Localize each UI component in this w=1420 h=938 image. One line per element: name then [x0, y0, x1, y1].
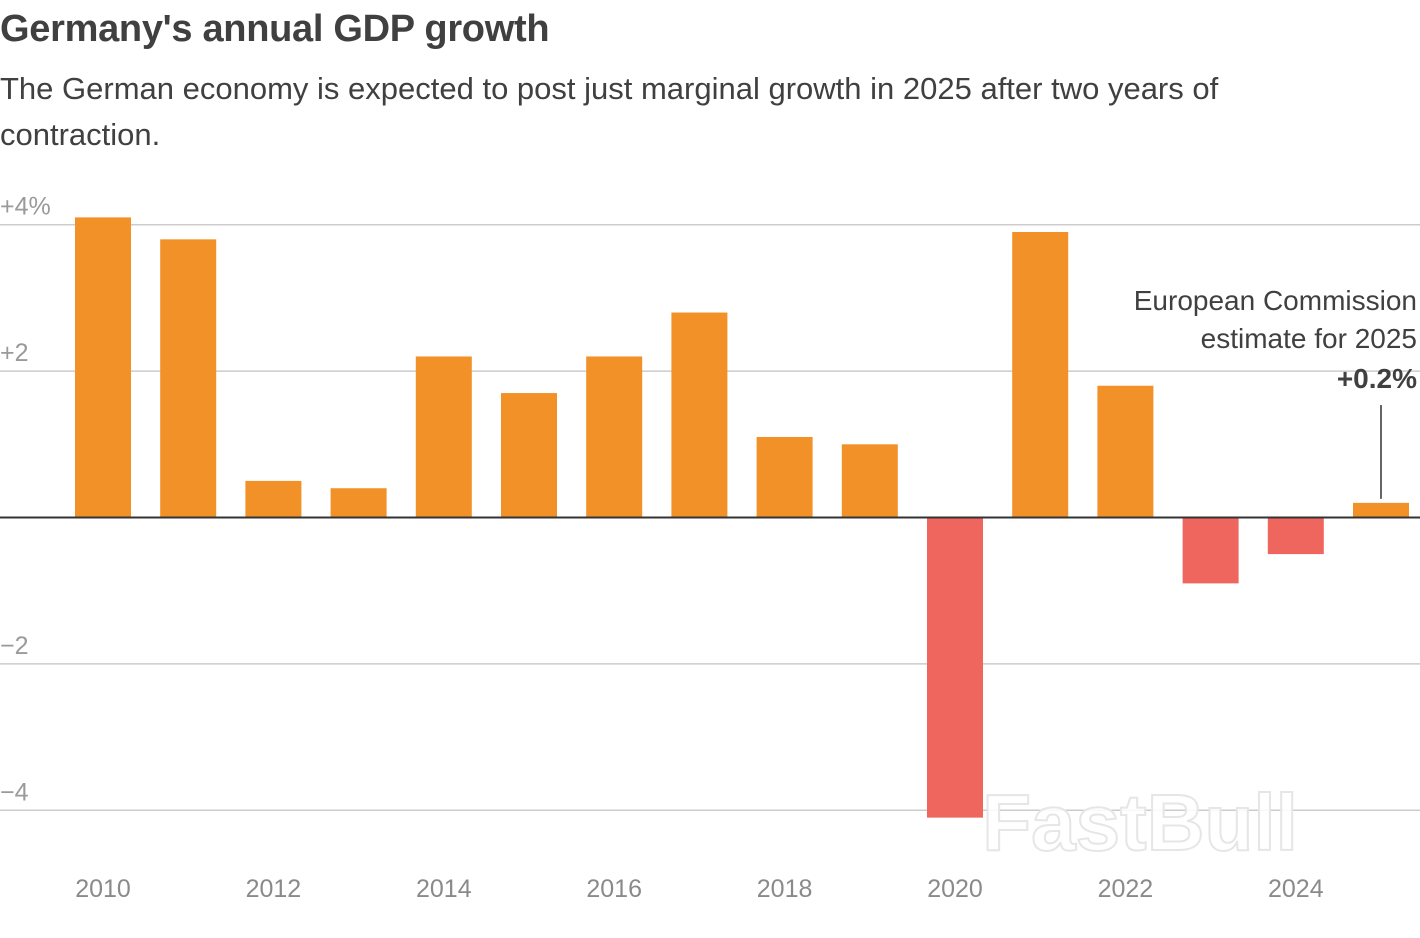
bar-2010 — [75, 217, 131, 518]
grid-lines — [0, 223, 1420, 812]
bar-2023 — [1182, 517, 1239, 584]
bar-2019 — [841, 444, 898, 518]
bar-2020 — [927, 517, 983, 818]
annotation-value-label: +0.2% — [1337, 363, 1417, 394]
y-axis-ticks: +4% +2 −2 −4 — [0, 193, 51, 807]
bar-2014 — [415, 356, 472, 518]
bar-2024 — [1267, 517, 1324, 555]
x-tick-label-2024: 2024 — [1268, 875, 1324, 903]
bar-2022 — [1097, 385, 1154, 518]
y-tick-label: +4% — [0, 193, 51, 221]
bar-2013 — [330, 488, 387, 518]
chart-title: Germany's annual GDP growth — [0, 8, 550, 50]
watermark-logo: FastBull — [982, 778, 1298, 867]
annotation-line-2: estimate for 2025 — [1201, 323, 1417, 354]
bar-2017 — [671, 312, 728, 518]
x-tick-label-2012: 2012 — [246, 875, 302, 903]
x-tick-label-2010: 2010 — [75, 875, 131, 903]
x-tick-label-2022: 2022 — [1098, 875, 1154, 903]
y-tick-label: −4 — [0, 778, 29, 806]
x-axis-ticks: 2010 2012 2014 2016 2018 2020 2022 2024 — [75, 875, 1324, 903]
bar-2016 — [586, 356, 643, 518]
x-tick-label-2014: 2014 — [416, 875, 472, 903]
bar-2015 — [501, 393, 557, 518]
x-tick-label-2016: 2016 — [586, 875, 642, 903]
chart-subtitle: The German economy is expected to post j… — [0, 71, 1219, 152]
bar-2012 — [245, 480, 302, 518]
y-tick-label: −2 — [0, 632, 29, 660]
y-tick-label: +2 — [0, 339, 29, 367]
bar-2021 — [1012, 232, 1069, 518]
x-tick-label-2020: 2020 — [927, 875, 983, 903]
bars — [75, 217, 1409, 818]
bar-2011 — [160, 239, 217, 518]
bar-2025 — [1353, 502, 1409, 518]
x-tick-label-2018: 2018 — [757, 875, 813, 903]
bar-2018 — [756, 436, 813, 518]
annotation-line-1: European Commission — [1134, 285, 1417, 316]
annotation: European Commission estimate for 2025 +0… — [1134, 285, 1417, 499]
